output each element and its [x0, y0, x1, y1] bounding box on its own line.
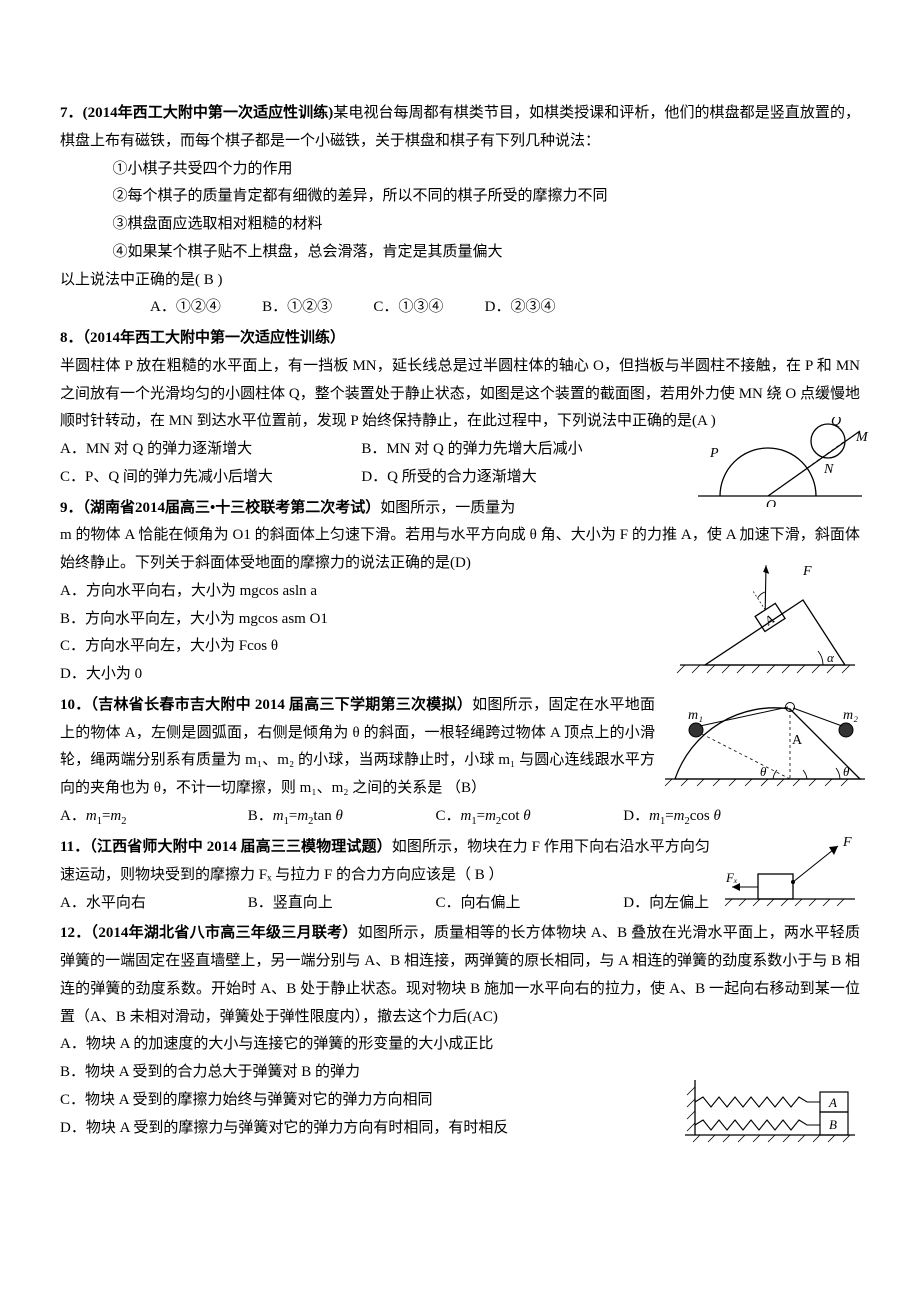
q9-figure: A F α	[675, 565, 860, 680]
q8-label-N: N	[823, 462, 834, 477]
q12-svg: A B	[675, 1075, 860, 1145]
q9-intro: 如图所示，一质量为	[380, 500, 515, 516]
q10-label-A: A	[792, 733, 803, 748]
q7-stem: 以上说法中正确的是( B )	[60, 267, 860, 295]
q11-cC: C．向右偏上	[436, 890, 620, 918]
question-11: F Fₓ 11．（江西省师大附中 2014 届高三三模物理试题）如图所示，物块在…	[60, 834, 860, 917]
q7-s2: ②每个棋子的质量肯定都有细微的差异，所以不同的棋子所受的摩擦力不同	[60, 183, 860, 211]
q11-source: 11．（江西省师大附中 2014 届高三三模物理试题）	[60, 839, 392, 855]
q7-cD: D．②③④	[485, 299, 556, 315]
q10-label-m2: m₂	[843, 708, 858, 723]
q11-label-F: F	[842, 835, 852, 850]
question-12: 12．（2014年湖北省八市高三年级三月联考）如图所示，质量相等的长方体物块 A…	[60, 920, 860, 1142]
q7-s1: ①小棋子共受四个力的作用	[60, 156, 860, 184]
q12-content: 12．（2014年湖北省八市高三年级三月联考）如图所示，质量相等的长方体物块 A…	[60, 920, 860, 1031]
q8-cC: C．P、Q 间的弹力先减小后增大	[60, 464, 358, 492]
q11-cA: A．水平向右	[60, 890, 244, 918]
q8-figure: P Q M N O	[690, 417, 870, 507]
q9-source: 9．（湖南省2014届高三•十三校联考第二次考试）	[60, 500, 380, 516]
q7-cC: C．①③④	[373, 299, 443, 315]
q7-cA: A．①②④	[150, 299, 221, 315]
q9-line1: 9．（湖南省2014届高三•十三校联考第二次考试）如图所示，一质量为	[60, 495, 860, 523]
q12-label-B: B	[829, 1117, 837, 1132]
q7-s3: ③棋盘面应选取相对粗糙的材料	[60, 211, 860, 239]
q8-cA: A．MN 对 Q 的弹力逐渐增大	[60, 436, 358, 464]
q8-label-P: P	[709, 446, 719, 461]
q8-svg: P Q M N O	[690, 417, 870, 507]
q10-source: 10．（吉林省长春市吉大附中 2014 届高三下学期第三次模拟）	[60, 697, 472, 713]
q10-cD: D．m1=m2cos θ	[623, 803, 807, 831]
q11-label-Ff: Fₓ	[725, 870, 738, 885]
q7-source: 7．(2014年西工大附中第一次适应性训练)	[60, 105, 333, 121]
q8-label-Q: Q	[831, 417, 841, 429]
q10-figure: m₁ m₂ A θ θ	[660, 694, 870, 789]
q9-label-F: F	[802, 565, 812, 579]
q11-cB: B．竖直向上	[248, 890, 432, 918]
q11-figure: F Fₓ	[720, 834, 860, 909]
q12-cA: A．物块 A 的加速度的大小与连接它的弹簧的形变量的大小成正比	[60, 1031, 860, 1059]
q10-svg: m₁ m₂ A θ θ	[660, 694, 870, 789]
q12-source: 12．（2014年湖北省八市高三年级三月联考）	[60, 925, 358, 941]
q10-choices: A．m1=m2 B．m1=m2tan θ C．m1=m2cot θ D．m1=m…	[60, 803, 860, 831]
q10-cA: A．m1=m2	[60, 803, 244, 831]
q10-cB: B．m1=m2tan θ	[248, 803, 432, 831]
q8-cB: B．MN 对 Q 的弹力先增大后减小	[361, 441, 582, 457]
question-9: 9．（湖南省2014届高三•十三校联考第二次考试）如图所示，一质量为 m 的物体…	[60, 495, 860, 689]
question-10: m₁ m₂ A θ θ 10．（吉林省长春市吉大附中 2014 届高三下学期第三…	[60, 692, 860, 831]
q10-label-m1: m₁	[688, 708, 703, 723]
q8-cD: D．Q 所受的合力逐渐增大	[361, 469, 536, 485]
q12-label-A: A	[828, 1095, 837, 1110]
q12-figure: A B	[675, 1075, 860, 1145]
question-8: 8．（2014年西工大附中第一次适应性训练） 半圆柱体 P 放在粗糙的水平面上，…	[60, 325, 860, 492]
q8-label-M: M	[855, 430, 869, 445]
q8-source: 8．（2014年西工大附中第一次适应性训练）	[60, 325, 860, 353]
q7-choices: A．①②④ B．①②③ C．①③④ D．②③④	[60, 294, 860, 322]
q9-svg: A F α	[675, 565, 860, 680]
q11-svg: F Fₓ	[720, 834, 860, 909]
q9-label-alpha: α	[827, 650, 835, 665]
q10-label-theta1: θ	[760, 764, 767, 779]
q10-cC: C．m1=m2cot θ	[436, 803, 620, 831]
q10-label-theta2: θ	[843, 764, 850, 779]
q7-cB: B．①②③	[262, 299, 332, 315]
question-7: 7．(2014年西工大附中第一次适应性训练)某电视台每周都有棋类节目，如棋类授课…	[60, 100, 860, 322]
q7-content: 7．(2014年西工大附中第一次适应性训练)某电视台每周都有棋类节目，如棋类授课…	[60, 100, 860, 156]
q7-s4: ④如果某个棋子贴不上棋盘，总会滑落，肯定是其质量偏大	[60, 239, 860, 267]
